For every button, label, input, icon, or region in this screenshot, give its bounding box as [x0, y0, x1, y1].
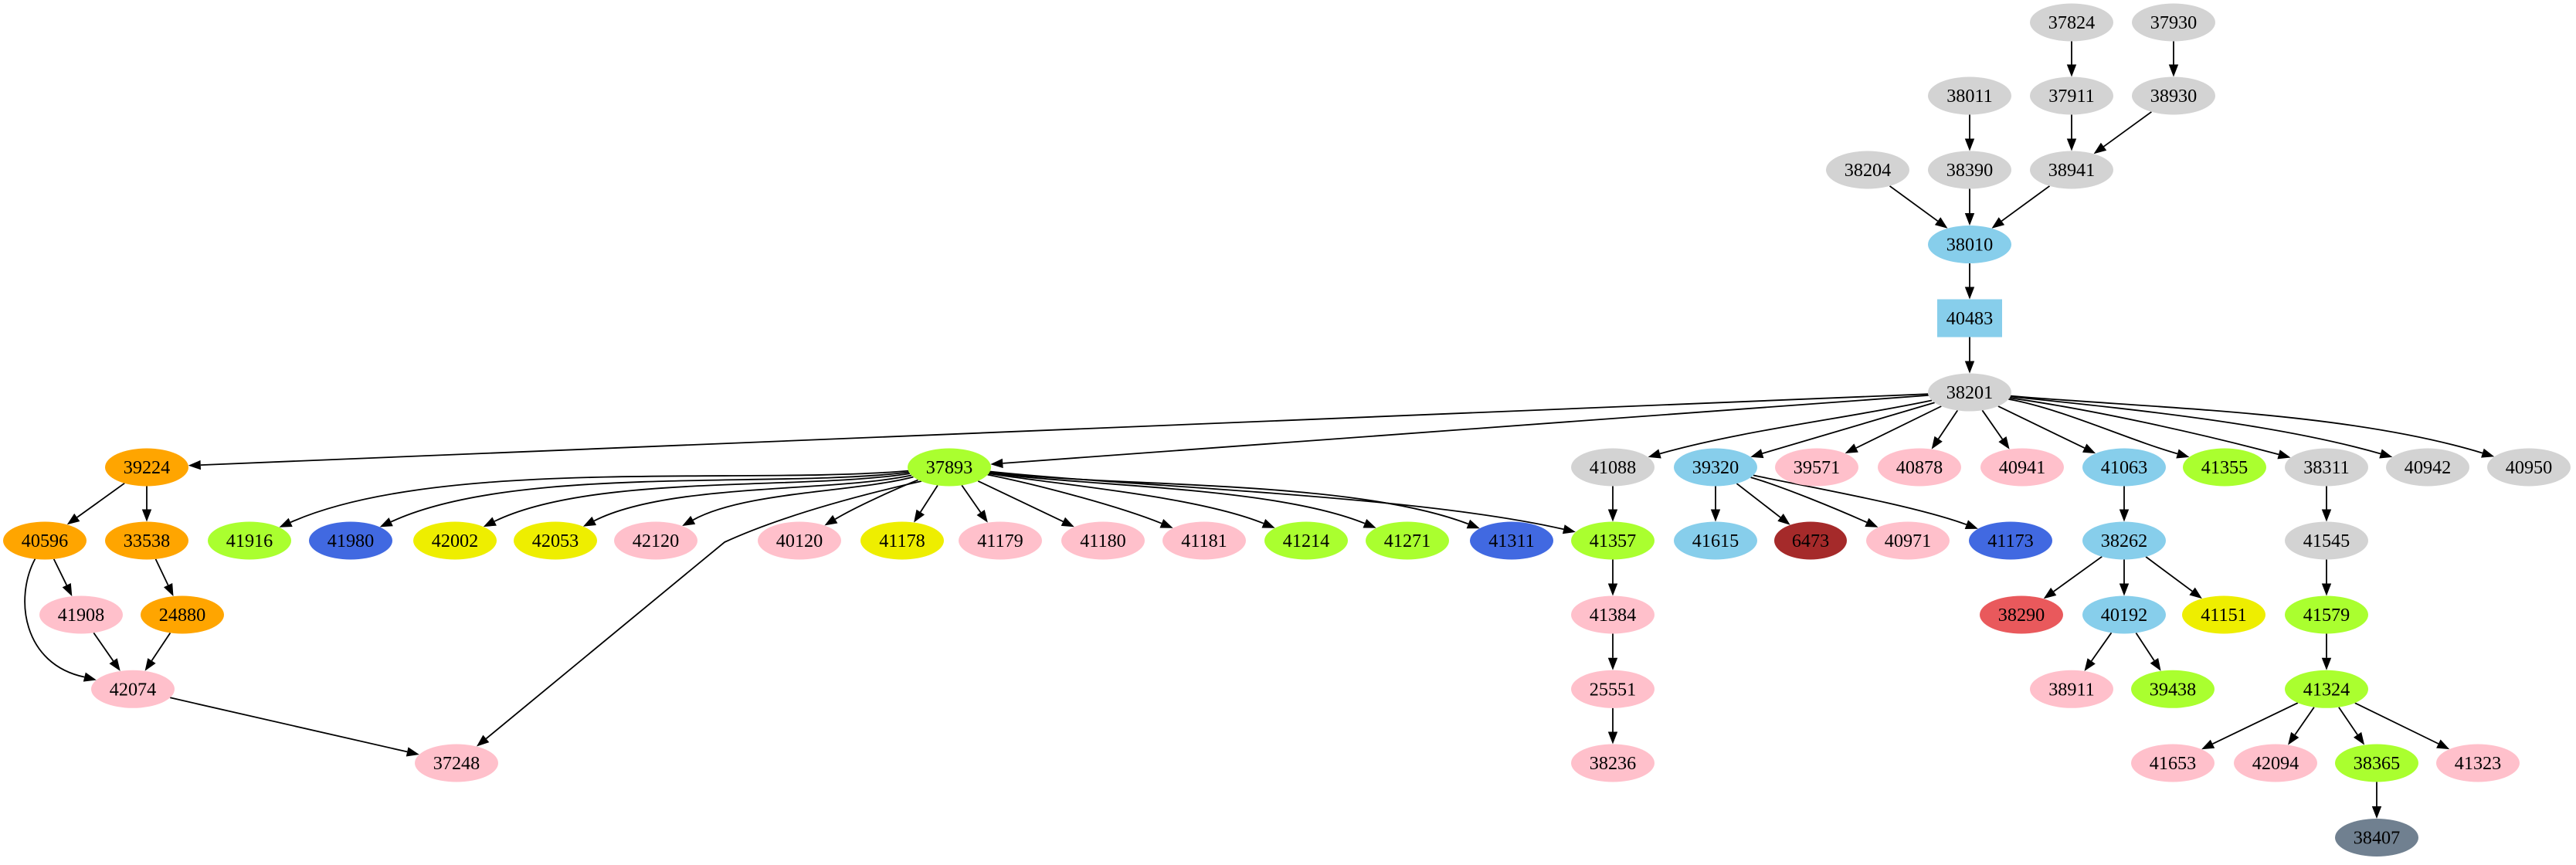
svg-text:41653: 41653 — [2150, 753, 2196, 774]
svg-text:38262: 38262 — [2101, 531, 2147, 551]
svg-text:38930: 38930 — [2150, 86, 2197, 107]
svg-text:33538: 33538 — [124, 531, 170, 551]
svg-text:41214: 41214 — [1283, 531, 1329, 551]
svg-text:38407: 38407 — [2354, 828, 2400, 849]
svg-text:41271: 41271 — [1384, 531, 1431, 551]
svg-text:40941: 40941 — [1999, 457, 2045, 478]
svg-text:38311: 38311 — [2303, 457, 2350, 478]
svg-text:40878: 40878 — [1896, 457, 1943, 478]
svg-text:25551: 25551 — [1590, 679, 1636, 700]
svg-text:41173: 41173 — [1987, 531, 2034, 551]
svg-text:37248: 37248 — [433, 753, 480, 774]
svg-text:41357: 41357 — [1590, 531, 1636, 551]
svg-text:41324: 41324 — [2303, 679, 2350, 700]
svg-text:37911: 37911 — [2048, 86, 2095, 107]
svg-text:39438: 39438 — [2150, 679, 2196, 700]
svg-text:39320: 39320 — [1692, 457, 1739, 478]
svg-text:42120: 42120 — [633, 531, 679, 551]
svg-text:38204: 38204 — [1845, 160, 1891, 181]
svg-text:38201: 38201 — [1946, 382, 1993, 403]
svg-text:41615: 41615 — [1692, 531, 1739, 551]
svg-text:38365: 38365 — [2354, 753, 2400, 774]
svg-text:42074: 42074 — [110, 679, 156, 700]
svg-text:38011: 38011 — [1946, 86, 1993, 107]
svg-text:37930: 37930 — [2150, 12, 2197, 33]
svg-text:41179: 41179 — [977, 531, 1023, 551]
svg-text:41180: 41180 — [1080, 531, 1126, 551]
svg-text:38941: 38941 — [2048, 160, 2095, 181]
svg-text:39571: 39571 — [1794, 457, 1840, 478]
svg-text:41384: 41384 — [1590, 605, 1636, 626]
svg-text:37893: 37893 — [926, 457, 972, 478]
svg-text:39224: 39224 — [124, 457, 170, 478]
svg-text:41181: 41181 — [1181, 531, 1227, 551]
svg-text:38290: 38290 — [1998, 605, 2045, 626]
svg-text:42053: 42053 — [532, 531, 579, 551]
svg-text:6473: 6473 — [1792, 531, 1829, 551]
svg-text:40483: 40483 — [1946, 308, 1993, 329]
svg-text:40120: 40120 — [776, 531, 823, 551]
svg-text:40942: 40942 — [2405, 457, 2451, 478]
svg-text:42002: 42002 — [432, 531, 478, 551]
svg-text:41355: 41355 — [2201, 457, 2248, 478]
svg-text:24880: 24880 — [159, 605, 205, 626]
svg-text:38236: 38236 — [1590, 753, 1636, 774]
svg-text:41545: 41545 — [2303, 531, 2350, 551]
svg-text:41323: 41323 — [2455, 753, 2501, 774]
svg-text:40596: 40596 — [22, 531, 68, 551]
svg-text:38390: 38390 — [1946, 160, 1993, 181]
svg-text:41063: 41063 — [2101, 457, 2147, 478]
svg-text:37824: 37824 — [2048, 12, 2095, 33]
svg-text:40971: 40971 — [1885, 531, 1931, 551]
svg-text:41916: 41916 — [226, 531, 273, 551]
svg-text:41980: 41980 — [328, 531, 374, 551]
svg-text:42094: 42094 — [2252, 753, 2299, 774]
svg-text:38010: 38010 — [1946, 235, 1993, 256]
svg-text:40950: 40950 — [2506, 457, 2552, 478]
svg-text:41178: 41178 — [879, 531, 925, 551]
svg-text:38911: 38911 — [2048, 679, 2095, 700]
svg-text:41579: 41579 — [2303, 605, 2350, 626]
svg-text:41151: 41151 — [2201, 605, 2247, 626]
svg-text:41908: 41908 — [58, 605, 104, 626]
svg-text:41088: 41088 — [1590, 457, 1636, 478]
svg-text:40192: 40192 — [2101, 605, 2147, 626]
svg-text:41311: 41311 — [1488, 531, 1535, 551]
